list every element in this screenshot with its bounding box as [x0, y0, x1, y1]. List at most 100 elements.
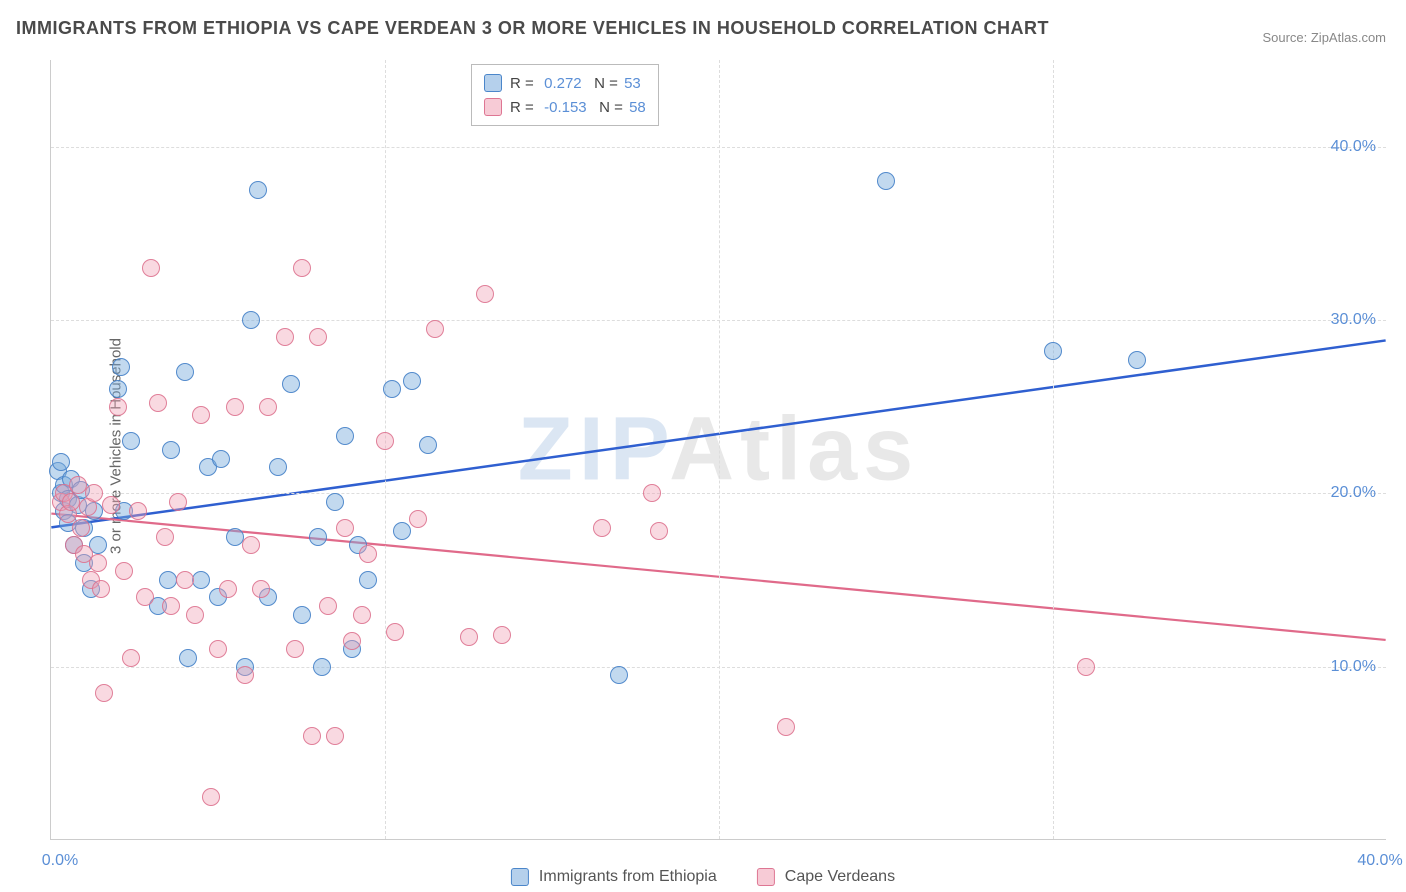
scatter-point-ethiopia — [242, 311, 260, 329]
legend-swatch — [757, 868, 775, 886]
scatter-point-capeverde — [259, 398, 277, 416]
legend-label: Cape Verdeans — [785, 868, 895, 886]
scatter-point-capeverde — [209, 640, 227, 658]
scatter-point-capeverde — [226, 398, 244, 416]
scatter-point-ethiopia — [403, 372, 421, 390]
scatter-point-capeverde — [192, 406, 210, 424]
y-tick-label: 40.0% — [1331, 138, 1376, 156]
stats-row-capeverde: R = -0.153 N = 58 — [484, 95, 646, 119]
scatter-point-ethiopia — [1044, 342, 1062, 360]
scatter-point-ethiopia — [159, 571, 177, 589]
scatter-point-capeverde — [149, 394, 167, 412]
scatter-point-capeverde — [643, 484, 661, 502]
scatter-point-capeverde — [426, 320, 444, 338]
scatter-point-capeverde — [202, 788, 220, 806]
stats-legend: R = 0.272 N = 53 R = -0.153 N = 58 — [471, 64, 659, 126]
gridline-v — [719, 60, 720, 839]
gridline-v — [1053, 60, 1054, 839]
source-label: Source: ZipAtlas.com — [1262, 30, 1386, 45]
scatter-point-ethiopia — [877, 172, 895, 190]
scatter-point-capeverde — [219, 580, 237, 598]
scatter-point-capeverde — [460, 628, 478, 646]
scatter-point-ethiopia — [249, 181, 267, 199]
scatter-point-capeverde — [69, 476, 87, 494]
legend-item-ethiopia: Immigrants from Ethiopia — [511, 868, 717, 886]
scatter-point-ethiopia — [226, 528, 244, 546]
scatter-point-capeverde — [72, 519, 90, 537]
scatter-point-capeverde — [336, 519, 354, 537]
scatter-point-capeverde — [102, 496, 120, 514]
scatter-point-ethiopia — [122, 432, 140, 450]
x-tick-min: 0.0% — [42, 852, 78, 870]
scatter-point-capeverde — [85, 484, 103, 502]
y-tick-label: 20.0% — [1331, 484, 1376, 502]
scatter-point-capeverde — [129, 502, 147, 520]
scatter-point-ethiopia — [282, 375, 300, 393]
scatter-point-capeverde — [92, 580, 110, 598]
scatter-point-capeverde — [122, 649, 140, 667]
scatter-point-capeverde — [242, 536, 260, 554]
scatter-point-capeverde — [89, 554, 107, 572]
scatter-point-capeverde — [293, 259, 311, 277]
chart-title: IMMIGRANTS FROM ETHIOPIA VS CAPE VERDEAN… — [16, 18, 1049, 39]
scatter-point-ethiopia — [52, 453, 70, 471]
scatter-point-capeverde — [276, 328, 294, 346]
scatter-point-capeverde — [115, 562, 133, 580]
scatter-point-capeverde — [186, 606, 204, 624]
scatter-point-ethiopia — [326, 493, 344, 511]
scatter-point-ethiopia — [393, 522, 411, 540]
scatter-point-capeverde — [309, 328, 327, 346]
scatter-point-ethiopia — [610, 666, 628, 684]
scatter-point-capeverde — [777, 718, 795, 736]
stats-text-capeverde: R = -0.153 N = 58 — [510, 99, 646, 116]
scatter-point-ethiopia — [179, 649, 197, 667]
series-legend: Immigrants from Ethiopia Cape Verdeans — [511, 868, 895, 886]
scatter-point-capeverde — [376, 432, 394, 450]
scatter-point-ethiopia — [359, 571, 377, 589]
scatter-point-capeverde — [286, 640, 304, 658]
y-tick-label: 10.0% — [1331, 658, 1376, 676]
scatter-point-capeverde — [162, 597, 180, 615]
legend-swatch-capeverde — [484, 98, 502, 116]
scatter-point-ethiopia — [176, 363, 194, 381]
scatter-point-capeverde — [593, 519, 611, 537]
legend-swatch-ethiopia — [484, 74, 502, 92]
scatter-point-ethiopia — [212, 450, 230, 468]
scatter-point-ethiopia — [313, 658, 331, 676]
scatter-point-ethiopia — [336, 427, 354, 445]
scatter-point-capeverde — [156, 528, 174, 546]
scatter-point-capeverde — [476, 285, 494, 303]
scatter-point-capeverde — [319, 597, 337, 615]
stats-row-ethiopia: R = 0.272 N = 53 — [484, 71, 646, 95]
scatter-point-capeverde — [326, 727, 344, 745]
scatter-point-ethiopia — [309, 528, 327, 546]
scatter-point-capeverde — [236, 666, 254, 684]
scatter-point-capeverde — [493, 626, 511, 644]
scatter-point-capeverde — [1077, 658, 1095, 676]
scatter-point-capeverde — [359, 545, 377, 563]
scatter-point-capeverde — [386, 623, 404, 641]
scatter-point-ethiopia — [162, 441, 180, 459]
scatter-point-capeverde — [136, 588, 154, 606]
stats-text-ethiopia: R = 0.272 N = 53 — [510, 75, 641, 92]
scatter-point-capeverde — [343, 632, 361, 650]
legend-swatch — [511, 868, 529, 886]
scatter-point-capeverde — [303, 727, 321, 745]
scatter-point-capeverde — [142, 259, 160, 277]
scatter-point-capeverde — [62, 493, 80, 511]
scatter-point-capeverde — [409, 510, 427, 528]
scatter-point-ethiopia — [109, 380, 127, 398]
scatter-point-ethiopia — [1128, 351, 1146, 369]
scatter-point-capeverde — [252, 580, 270, 598]
scatter-point-capeverde — [109, 398, 127, 416]
scatter-point-ethiopia — [112, 358, 130, 376]
scatter-point-capeverde — [650, 522, 668, 540]
x-tick-max: 40.0% — [1357, 852, 1402, 870]
legend-label: Immigrants from Ethiopia — [539, 868, 717, 886]
scatter-point-ethiopia — [419, 436, 437, 454]
scatter-point-ethiopia — [269, 458, 287, 476]
scatter-point-ethiopia — [293, 606, 311, 624]
plot-area: ZIPAtlas R = 0.272 N = 53R = -0.153 N = … — [50, 60, 1386, 840]
scatter-point-capeverde — [176, 571, 194, 589]
scatter-point-capeverde — [95, 684, 113, 702]
